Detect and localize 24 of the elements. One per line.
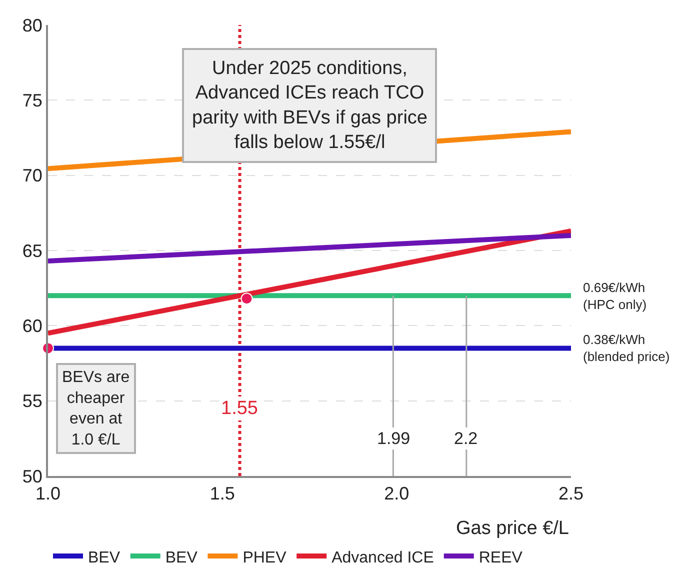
- x-tick-label: 2.0: [384, 484, 410, 504]
- legend-label: REEV: [478, 549, 523, 566]
- legend-label: PHEV: [242, 549, 287, 566]
- annotation: Under 2025 conditions, Advanced ICEs reach TCO parity with BEVs if gas price falls below 1.55€/l: [192, 58, 428, 154]
- annotation: 2.2: [454, 429, 478, 448]
- legend-label: BEV: [88, 549, 120, 566]
- annotation: BEVs are cheaper even at 1.0 €/L: [62, 369, 130, 448]
- y-tick-label: 55: [22, 391, 42, 412]
- x-axis-title: Gas price €/L: [456, 518, 569, 539]
- x-tick-label: 1.0: [35, 484, 61, 504]
- y-tick-label: 60: [22, 316, 42, 336]
- annotation: 0.69€/kWh (HPC only): [583, 280, 647, 312]
- ref-line-label: 1.55: [221, 398, 258, 419]
- x-tick-label: 2.5: [558, 484, 584, 504]
- y-tick-label: 65: [22, 240, 42, 261]
- x-tick-label: 1.5: [210, 484, 235, 504]
- y-tick-label: 80: [22, 15, 42, 36]
- y-tick-label: 50: [22, 466, 42, 486]
- annotation: 1.99: [377, 429, 410, 448]
- annotation: 0.38€/kWh (blended price): [583, 332, 670, 364]
- legend-label: Advanced ICE: [332, 549, 434, 566]
- y-tick-label: 75: [22, 90, 42, 110]
- y-tick-label: 70: [22, 166, 42, 186]
- legend-label: BEV: [165, 549, 198, 566]
